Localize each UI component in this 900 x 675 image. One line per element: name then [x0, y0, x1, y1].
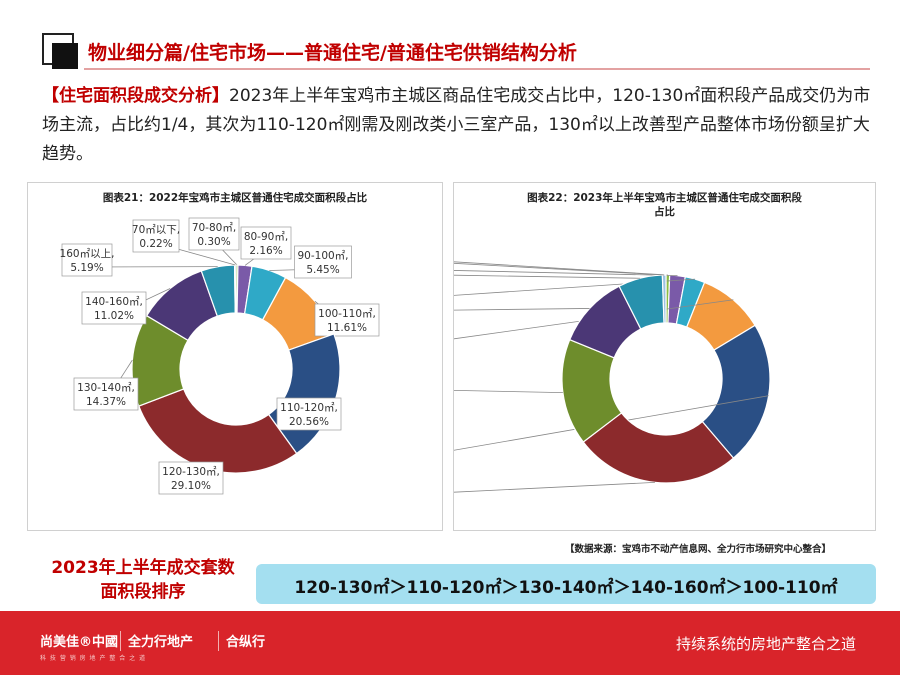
leader-line	[454, 389, 563, 394]
footer-brand-3: 合纵行	[226, 635, 266, 650]
donut-slice	[233, 264, 237, 314]
data-label-category: 160㎡以上,	[60, 248, 115, 260]
chart-panel-2022: 图表21：2022年宝鸡市主城区普通住宅成交面积段占比 70-80㎡, 0.30%…	[27, 182, 443, 531]
chart-panel-2023: 图表22：2023年上半年宝鸡市主城区普通住宅成交面积段 占比 70-80㎡,0…	[453, 182, 876, 531]
donut-slice	[582, 412, 735, 484]
data-label-value: 5.19%	[70, 262, 103, 274]
data-label-category: 70-80㎡,	[192, 222, 236, 234]
leader-line	[454, 482, 655, 493]
data-label-value: 5.45%	[306, 264, 339, 276]
chart-title-2022: 图表21：2022年宝鸡市主城区普通住宅成交面积段占比	[102, 192, 368, 204]
leader-line	[454, 274, 641, 279]
leader-line	[454, 261, 668, 276]
leader-line	[454, 395, 769, 451]
chart-title-2023: 图表22：2023年上半年宝鸡市主城区普通住宅成交面积段 占比	[454, 191, 875, 219]
data-label-box	[188, 217, 240, 251]
data-label-value: 0.30%	[197, 236, 230, 248]
donut-slice	[138, 388, 298, 474]
data-label-box	[294, 245, 352, 279]
footer-brand-subtitle: 科 技 营 销 房 地 产 整 合 之 道	[40, 655, 147, 662]
data-label-category: 110-120㎡,	[280, 402, 338, 414]
donut-chart-2023: 70-80㎡,0.56%80-90㎡,2.41%90-100㎡,3.08%100…	[454, 261, 771, 493]
data-label-value: 29.10%	[171, 480, 211, 492]
data-label-box	[158, 461, 224, 495]
ranking-label-line1: 2023年上半年成交套数	[51, 558, 235, 578]
intro-text: 2023年上半年宝鸡市主城区商品住宅成交占比中，120-130㎡面积段产品成交仍…	[42, 86, 871, 164]
footer-slogan: 持续系统的房地产整合之道	[675, 635, 856, 653]
header-square-icon	[52, 43, 78, 69]
footer-separator	[218, 631, 219, 651]
donut-chart-2022: 70-80㎡, 0.30% 80-90㎡, 2.16% 90-100㎡, 5.45% 100…	[60, 217, 380, 495]
data-label-box	[132, 219, 180, 253]
data-label-value: 11.02%	[94, 310, 134, 322]
data-label-category: 80-90㎡,	[244, 231, 288, 243]
data-label-box	[61, 243, 113, 277]
data-label-box	[240, 226, 292, 260]
data-label-value: 0.22%	[139, 238, 172, 250]
footer-brand-2: 全力行地产	[128, 635, 194, 650]
title-divider	[84, 68, 870, 70]
data-label-value: 2.16%	[249, 245, 282, 257]
data-label-category: 140-160㎡,	[85, 296, 143, 308]
chart-title-2023-line2: 占比	[654, 206, 675, 218]
data-label-box	[73, 377, 139, 411]
data-label-category: 100-110㎡,	[318, 308, 376, 320]
data-label-category: 120-130㎡,	[162, 466, 220, 478]
footer-brand-1: 尚美佳®中國	[40, 635, 119, 650]
intro-tag: 【住宅面积段成交分析】	[42, 86, 229, 106]
data-label-box	[81, 291, 147, 325]
data-label-value: 11.61%	[327, 322, 367, 334]
data-label-box	[314, 303, 380, 337]
ranking-label: 2023年上半年成交套数 面积段排序	[28, 556, 258, 604]
ranking-box: 120-130㎡＞110-120㎡＞130-140㎡＞140-160㎡＞100-…	[256, 564, 876, 604]
chart-title-2023-line1: 图表22：2023年上半年宝鸡市主城区普通住宅成交面积段	[527, 192, 802, 204]
footer-separator	[120, 631, 121, 651]
data-label-box	[276, 397, 342, 431]
leader-line	[454, 308, 590, 311]
data-label-value: 14.37%	[86, 396, 126, 408]
data-label-value: 20.56%	[289, 416, 329, 428]
data-label-category: 90-100㎡,	[297, 250, 348, 262]
data-label-category: 130-140㎡,	[77, 382, 135, 394]
data-source-note: 【数据来源：宝鸡市不动产信息网、全力行市场研究中心整合】	[565, 544, 832, 555]
ranking-text: 120-130㎡＞110-120㎡＞130-140㎡＞140-160㎡＞100-…	[294, 578, 838, 598]
intro-paragraph: 【住宅面积段成交分析】2023年上半年宝鸡市主城区商品住宅成交占比中，120-1…	[42, 82, 872, 169]
data-label-category: 70㎡以下,	[132, 224, 180, 236]
page-title: 物业细分篇/住宅市场——普通住宅/普通住宅供销结构分析	[88, 42, 577, 64]
leader-line	[454, 270, 678, 277]
donut-slice	[701, 324, 771, 459]
leader-line	[454, 262, 665, 276]
ranking-label-line2: 面积段排序	[100, 582, 186, 602]
footer-bar: 尚美佳®中國 全力行地产 合纵行 科 技 营 销 房 地 产 整 合 之 道 持…	[0, 611, 900, 675]
